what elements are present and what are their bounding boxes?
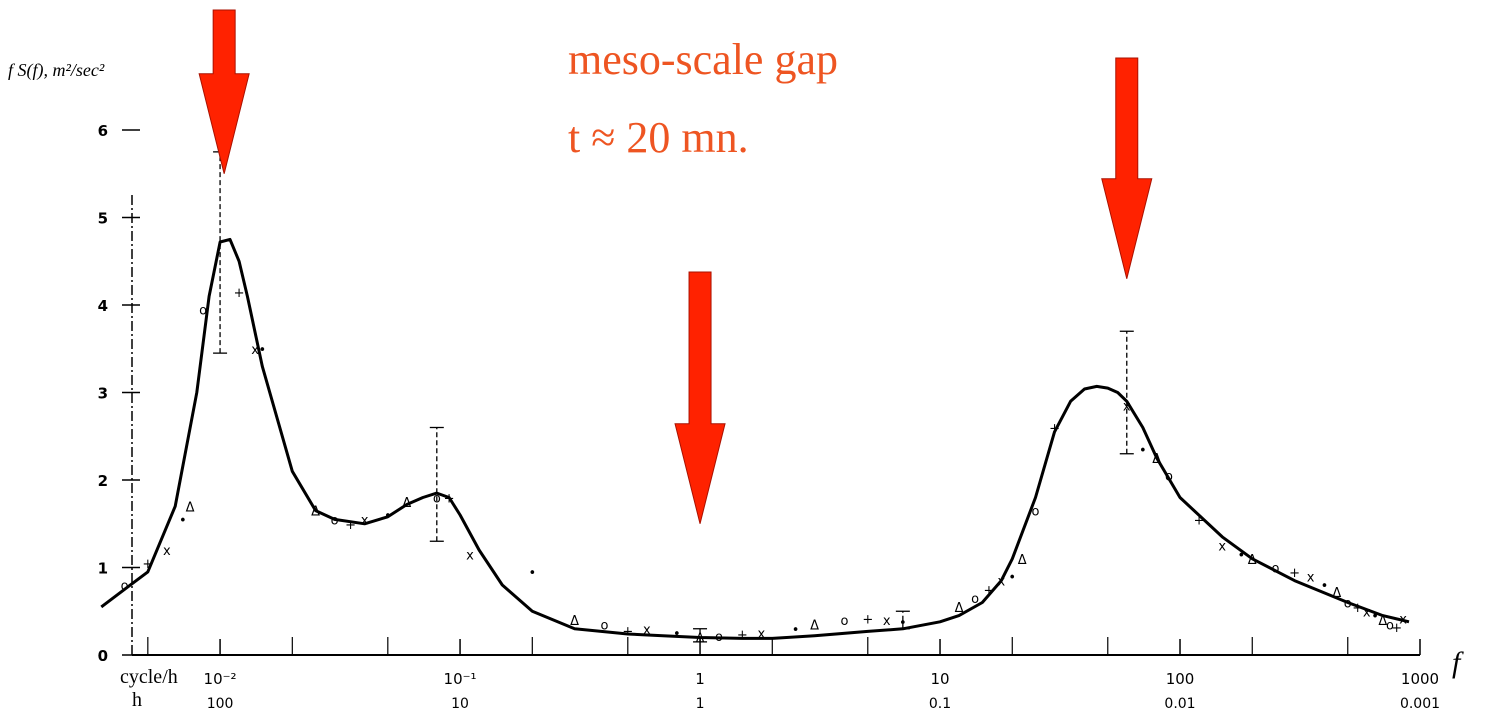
red-arrow (198, 9, 250, 174)
y-tick-label: 6 (98, 122, 108, 140)
data-point: • (1139, 443, 1147, 458)
data-point: x (883, 614, 891, 629)
data-point: Δ (955, 601, 964, 616)
data-point: o (841, 614, 849, 629)
data-point: o (1272, 562, 1280, 577)
data-point: • (1321, 579, 1329, 594)
data-point: • (384, 509, 392, 524)
data-point: • (1237, 548, 1245, 563)
data-point: x (1218, 540, 1226, 555)
y-tick-label: 3 (98, 385, 108, 403)
data-point: x (361, 513, 369, 528)
x-tick-label: 10⁻² (204, 670, 237, 688)
data-point: x (1363, 605, 1371, 620)
y-tick-label: 0 (98, 647, 108, 665)
x-tick-label: 1 (695, 670, 705, 688)
x-period-label: 1 (696, 696, 705, 712)
data-point: + (1391, 621, 1402, 636)
data-point: Δ (1378, 614, 1387, 629)
x-unit-label: cycle/h (120, 666, 178, 688)
annotation-meso-scale-gap: meso-scale gap (568, 35, 838, 84)
data-point: • (1008, 570, 1016, 585)
data-point: o (331, 513, 339, 528)
data-point: • (258, 343, 266, 358)
annotation-time-scale: t ≈ 20 mn. (568, 113, 749, 162)
x-tick-label: 1000 (1401, 670, 1439, 688)
data-point: Δ (402, 496, 411, 511)
spectrum-curve (100, 237, 1410, 640)
x-period-label: 0.01 (1164, 696, 1195, 712)
data-point: + (862, 612, 873, 627)
data-point: Δ (1248, 553, 1257, 568)
data-point: • (179, 513, 187, 528)
red-arrow (674, 271, 726, 524)
x-period-label: 100 (207, 696, 234, 712)
x-tick-label: 100 (1166, 670, 1195, 688)
x-period-label: 0.1 (929, 696, 951, 712)
data-point: + (234, 286, 245, 301)
y-tick-label: 1 (98, 560, 108, 578)
data-point: + (1352, 601, 1363, 616)
data-point: • (1371, 610, 1379, 625)
data-point: Δ (570, 614, 579, 629)
data-point: + (622, 625, 633, 640)
data-point: x (251, 343, 259, 358)
data-point: + (737, 628, 748, 643)
data-point: x (643, 623, 651, 638)
data-point: x (1399, 612, 1407, 627)
data-point: o (1344, 597, 1352, 612)
data-point: o (971, 592, 979, 607)
y-tick-label: 2 (98, 472, 108, 490)
data-point: o (1032, 505, 1040, 520)
data-point: Δ (311, 505, 320, 520)
x-tick-label: 10⁻¹ (444, 670, 477, 688)
data-point: x (163, 544, 171, 559)
data-point: o (199, 303, 207, 318)
data-point: • (792, 623, 800, 638)
data-point: x (997, 575, 1005, 590)
data-point: Δ (1332, 586, 1341, 601)
data-point: x (1307, 570, 1315, 585)
data-point: x (1123, 400, 1131, 415)
data-point: + (1289, 566, 1300, 581)
y-tick-label: 5 (98, 210, 108, 228)
data-point: + (444, 492, 455, 507)
data-point: o (1165, 470, 1173, 485)
data-point: o (715, 630, 723, 645)
data-point: + (984, 583, 995, 598)
red-arrow (1101, 57, 1153, 279)
y-tick-label: 4 (98, 297, 108, 315)
x-period-label: 10 (451, 696, 469, 712)
data-point: o (121, 579, 129, 594)
y-axis-label: f S(f), m²/sec² (8, 60, 105, 81)
data-point: Δ (1018, 553, 1027, 568)
data-point: Δ (186, 500, 195, 515)
data-point: + (1194, 513, 1205, 528)
data-point: • (528, 566, 536, 581)
data-point: Δ (810, 618, 819, 633)
period-unit-label: h (132, 689, 142, 711)
x-axis-label: f (1452, 646, 1464, 679)
data-point: x (466, 548, 474, 563)
x-period-label: 0.001 (1400, 696, 1440, 712)
data-point: • (899, 616, 907, 631)
data-point: + (142, 557, 153, 572)
data-point: o (601, 618, 609, 633)
data-point: • (673, 627, 681, 642)
data-point: Δ (1152, 452, 1161, 467)
data-point: o (1386, 618, 1394, 633)
data-point: + (345, 518, 356, 533)
data-point: + (1049, 422, 1060, 437)
data-point: x (757, 627, 765, 642)
x-tick-label: 10 (930, 670, 949, 688)
